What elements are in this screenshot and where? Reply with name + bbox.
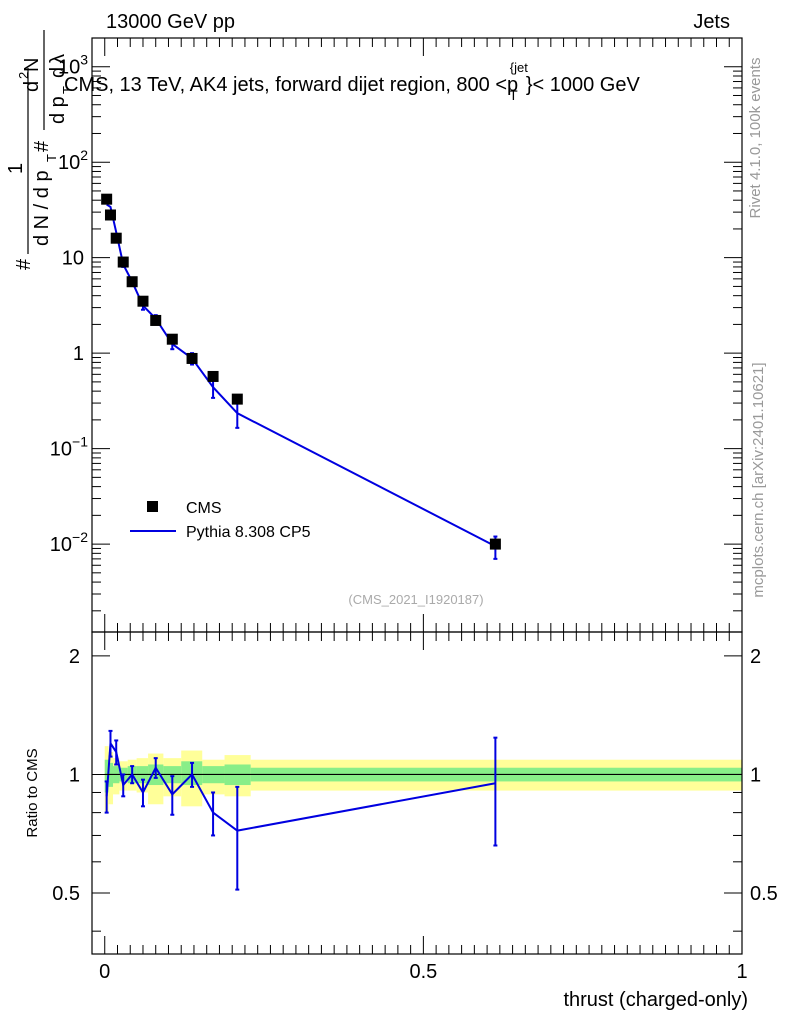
plot-title-part-b: }< 1000 GeV bbox=[526, 74, 641, 96]
ratio-plot-frame bbox=[91, 631, 743, 955]
cms-data-point bbox=[110, 232, 122, 244]
ratio-x-tick-label: 0.5 bbox=[409, 961, 437, 983]
ratio-y-tick-label-right: 2 bbox=[750, 646, 761, 668]
main-plot-frame bbox=[91, 37, 743, 633]
plot-title-text: CMS, 13 TeV, AK4 jets, forward dijet reg… bbox=[64, 60, 640, 103]
ratio-y-tick-label: 2 bbox=[69, 646, 80, 668]
legend: CMS Pythia 8.308 CP5 bbox=[130, 500, 311, 541]
cms-data-point bbox=[186, 352, 198, 364]
plot-title-sub: T bbox=[509, 87, 518, 103]
ratio-y-tick-label-right: 1 bbox=[750, 764, 761, 786]
ylabel-frac2-num-sup: 2 bbox=[16, 72, 31, 79]
main-x-axis bbox=[104, 38, 743, 632]
main-y-tick-label: 10−1 bbox=[50, 434, 88, 461]
x-axis-label: thrust (charged-only) bbox=[563, 989, 748, 1011]
ratio-uncertainty-bands bbox=[104, 746, 743, 813]
ratio-y-axis: 0.5 0.5 1 1 2 2 bbox=[52, 646, 778, 932]
pythia-line bbox=[106, 203, 496, 548]
legend-label-cms: CMS bbox=[186, 500, 222, 517]
main-y-axis-label: # 1 d N / d p T # d 2 N d p T d λ bbox=[5, 30, 75, 270]
mcplots-label: mcplots.cern.ch [arXiv:2401.10621] bbox=[750, 362, 767, 597]
ratio-mc-series bbox=[104, 729, 498, 891]
plot-title-part-a: CMS, 13 TeV, AK4 jets, forward dijet reg… bbox=[64, 74, 518, 96]
plot-title: CMS, 13 TeV, AK4 jets, forward dijet reg… bbox=[64, 60, 640, 103]
main-mc-series bbox=[106, 203, 498, 560]
ylabel-frac1-num: 1 bbox=[5, 163, 27, 174]
ratio-y-tick-label-right: 0.5 bbox=[750, 883, 778, 905]
ylabel-frac2-den2: d bbox=[47, 67, 69, 78]
cms-data-point bbox=[150, 314, 162, 326]
main-y-tick-label: 10 bbox=[62, 248, 84, 270]
ylabel-prefix2: # bbox=[31, 140, 53, 152]
header-left: 13000 GeV pp bbox=[106, 11, 235, 33]
ratio-y-tick-label: 1 bbox=[69, 764, 80, 786]
rivet-label: Rivet 4.1.0, 100k events bbox=[747, 58, 764, 219]
cms-data-point bbox=[137, 295, 149, 307]
ylabel-prefix: # bbox=[13, 258, 35, 270]
plot-title-sup: {jet bbox=[510, 60, 528, 75]
main-y-tick-label: 10−2 bbox=[50, 529, 88, 556]
ylabel-frac2-den: d p bbox=[47, 96, 69, 124]
cms-data-point bbox=[489, 538, 501, 550]
cms-data-point bbox=[101, 193, 113, 205]
ylabel-frac2-num: d bbox=[21, 81, 43, 92]
cms-data-point bbox=[166, 333, 178, 345]
cms-data-point bbox=[231, 393, 243, 405]
ratio-y-tick-label: 0.5 bbox=[52, 883, 80, 905]
ratio-x-tick-label: 0 bbox=[99, 961, 110, 983]
main-y-tick-label: 1 bbox=[73, 343, 84, 365]
ylabel-frac2-den-sub: T bbox=[60, 86, 75, 94]
ratio-x-axis: 0 0.5 1 bbox=[99, 632, 748, 983]
ratio-band-stat bbox=[104, 759, 109, 793]
ylabel-frac1-den-sub: T bbox=[44, 154, 59, 162]
analysis-tag: (CMS_2021_I1920187) bbox=[348, 592, 483, 607]
ratio-y-axis-label: Ratio to CMS bbox=[24, 748, 41, 837]
main-data-series bbox=[101, 193, 501, 550]
legend-marker-cms bbox=[147, 501, 158, 512]
ylabel-frac2-den3: λ bbox=[47, 54, 69, 64]
header-right: Jets bbox=[693, 11, 730, 33]
ylabel-frac1-den: d N / d p bbox=[31, 170, 53, 246]
cms-data-point bbox=[104, 209, 116, 221]
ylabel-frac2-num2: N bbox=[21, 58, 43, 72]
cms-data-point bbox=[117, 256, 129, 268]
cms-data-point bbox=[126, 276, 138, 288]
main-y-tick-label: 102 bbox=[58, 147, 88, 174]
ratio-x-tick-label: 1 bbox=[736, 961, 747, 983]
legend-label-pythia: Pythia 8.308 CP5 bbox=[186, 524, 311, 541]
main-y-tick-label: 103 bbox=[58, 52, 88, 79]
cms-data-point bbox=[207, 370, 219, 382]
